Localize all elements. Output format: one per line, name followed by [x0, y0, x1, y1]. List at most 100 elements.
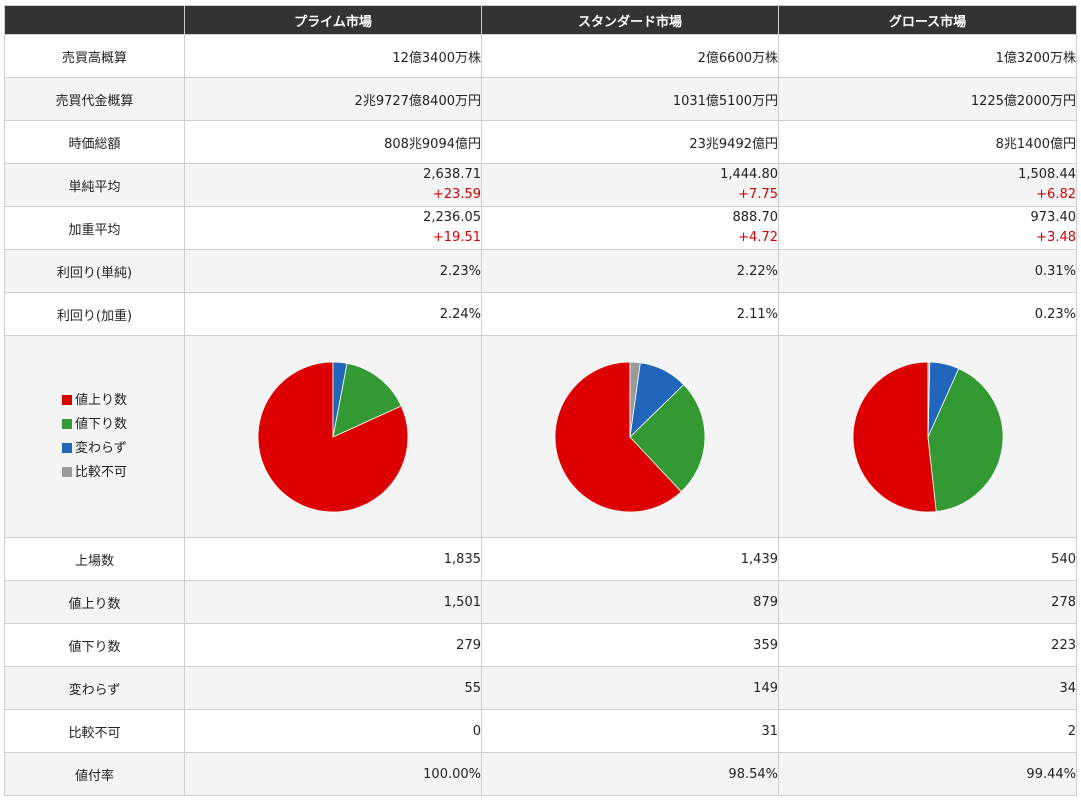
- row-label: 売買代金概算: [4, 77, 185, 121]
- row-advancers: 値上り数 1,501 879 278: [4, 580, 1077, 624]
- row-decliners: 値下り数 279 359 223: [4, 623, 1077, 667]
- unchanged-swatch: [61, 442, 72, 453]
- average-value: 1,508.44: [1018, 167, 1076, 182]
- row-label: 単純平均: [4, 163, 185, 207]
- row-quote-ratio: 値付率 100.00% 98.54% 99.44%: [4, 752, 1077, 796]
- advancers-slice: [852, 361, 937, 512]
- header-growth: グロース市場: [778, 5, 1077, 35]
- row-label: 変わらず: [4, 666, 185, 710]
- row-label: 上場数: [4, 537, 185, 581]
- row-market-cap: 時価総額 808兆9094億円 23兆9492億円 8兆1400億円: [4, 120, 1077, 164]
- legend-cell: 値上り数 値下り数 変わらず 比較不可: [4, 335, 185, 538]
- decliners-swatch: [61, 418, 72, 429]
- header-corner: [4, 5, 185, 35]
- advancers-swatch: [61, 394, 72, 405]
- average-value: 2,638.71: [423, 167, 481, 182]
- row-listed: 上場数 1,835 1,439 540: [4, 537, 1077, 581]
- value-cell: 8兆1400億円: [778, 120, 1077, 164]
- value-cell: 223: [778, 623, 1077, 667]
- value-cell: 540: [778, 537, 1077, 581]
- value-cell: 2.22%: [481, 249, 779, 293]
- legend-item-not-comparable: 比較不可: [61, 461, 127, 485]
- row-yield-weighted: 利回り(加重) 2.24% 2.11% 0.23%: [4, 292, 1077, 336]
- row-label: 値下り数: [4, 623, 185, 667]
- change-value: +19.51: [432, 230, 481, 245]
- average-value: 888.70: [732, 210, 779, 225]
- unchanged-slice: [332, 361, 348, 437]
- decliners-slice: [629, 383, 706, 492]
- value-cell: 1億3200万株: [778, 34, 1077, 78]
- value-cell: 2兆9727億8400万円: [184, 77, 482, 121]
- row-yield-simple: 利回り(単純) 2.23% 2.22% 0.31%: [4, 249, 1077, 293]
- value-cell: 2,236.05 +19.51: [184, 206, 482, 250]
- value-cell: 808兆9094億円: [184, 120, 482, 164]
- value-cell: 0.31%: [778, 249, 1077, 293]
- change-value: +6.82: [1036, 187, 1076, 202]
- value-cell: 879: [481, 580, 779, 624]
- value-cell: 12億3400万株: [184, 34, 482, 78]
- pie-chart-growth: [852, 361, 1003, 512]
- value-cell: 1,835: [184, 537, 482, 581]
- pie-chart-prime: [257, 361, 409, 512]
- not-comparable-slice: [629, 361, 641, 437]
- row-label: 利回り(加重): [4, 292, 185, 336]
- pie-cell-growth: [778, 335, 1077, 538]
- value-cell: 1031億5100万円: [481, 77, 779, 121]
- chart-legend: 値上り数 値下り数 変わらず 比較不可: [61, 389, 127, 485]
- value-cell: 888.70 +4.72: [481, 206, 779, 250]
- value-cell: 2.24%: [184, 292, 482, 336]
- value-cell: 2.23%: [184, 249, 482, 293]
- change-value: +3.48: [1036, 230, 1076, 245]
- value-cell: 279: [184, 623, 482, 667]
- row-label: 値付率: [4, 752, 185, 796]
- row-volume: 売買高概算 12億3400万株 2億6600万株 1億3200万株: [4, 34, 1077, 78]
- row-pie-charts: 値上り数 値下り数 変わらず 比較不可: [4, 335, 1077, 538]
- value-cell: 31: [481, 709, 779, 753]
- value-cell: 100.00%: [184, 752, 482, 796]
- average-value: 1,444.80: [720, 167, 778, 182]
- value-cell: 2,638.71 +23.59: [184, 163, 482, 207]
- legend-label: 変わらず: [74, 440, 127, 456]
- legend-label: 比較不可: [74, 464, 127, 480]
- row-not-comparable: 比較不可 0 31 2: [4, 709, 1077, 753]
- value-cell: 1,501: [184, 580, 482, 624]
- value-cell: 99.44%: [778, 752, 1077, 796]
- not-comparable-swatch: [61, 466, 72, 477]
- row-unchanged: 変わらず 55 149 34: [4, 666, 1077, 710]
- value-cell: 973.40 +3.48: [778, 206, 1077, 250]
- average-value: 2,236.05: [423, 210, 481, 225]
- row-label: 時価総額: [4, 120, 185, 164]
- row-turnover: 売買代金概算 2兆9727億8400万円 1031億5100万円 1225億20…: [4, 77, 1077, 121]
- value-cell: 1,439: [481, 537, 779, 581]
- value-cell: 149: [481, 666, 779, 710]
- value-cell: 2.11%: [481, 292, 779, 336]
- value-cell: 0: [184, 709, 482, 753]
- value-cell: 2: [778, 709, 1077, 753]
- row-label: 加重平均: [4, 206, 185, 250]
- value-cell: 359: [481, 623, 779, 667]
- pie-cell-prime: [184, 335, 482, 538]
- legend-item-unchanged: 変わらず: [61, 437, 127, 461]
- row-label: 売買高概算: [4, 34, 185, 78]
- header-prime: プライム市場: [184, 5, 482, 35]
- row-weighted-average: 加重平均 2,236.05 +19.51 888.70 +4.72 973.40…: [4, 206, 1077, 250]
- value-cell: 23兆9492億円: [481, 120, 779, 164]
- row-label: 値上り数: [4, 580, 185, 624]
- pie-cell-standard: [481, 335, 779, 538]
- advancers-slice: [554, 361, 682, 512]
- value-cell: 98.54%: [481, 752, 779, 796]
- header-row: プライム市場 スタンダード市場 グロース市場: [4, 5, 1077, 35]
- row-label: 利回り(単純): [4, 249, 185, 293]
- not-comparable-slice: [927, 361, 930, 437]
- value-cell: 2億6600万株: [481, 34, 779, 78]
- value-cell: 55: [184, 666, 482, 710]
- value-cell: 278: [778, 580, 1077, 624]
- market-summary-table: プライム市場 スタンダード市場 グロース市場 売買高概算 12億3400万株 2…: [4, 5, 1077, 796]
- value-cell: 1,508.44 +6.82: [778, 163, 1077, 207]
- value-cell: 0.23%: [778, 292, 1077, 336]
- change-value: +23.59: [432, 187, 481, 202]
- change-value: +7.75: [738, 187, 778, 202]
- decliners-slice: [927, 367, 1003, 512]
- decliners-slice: [332, 362, 402, 438]
- legend-item-advancers: 値上り数: [61, 389, 127, 413]
